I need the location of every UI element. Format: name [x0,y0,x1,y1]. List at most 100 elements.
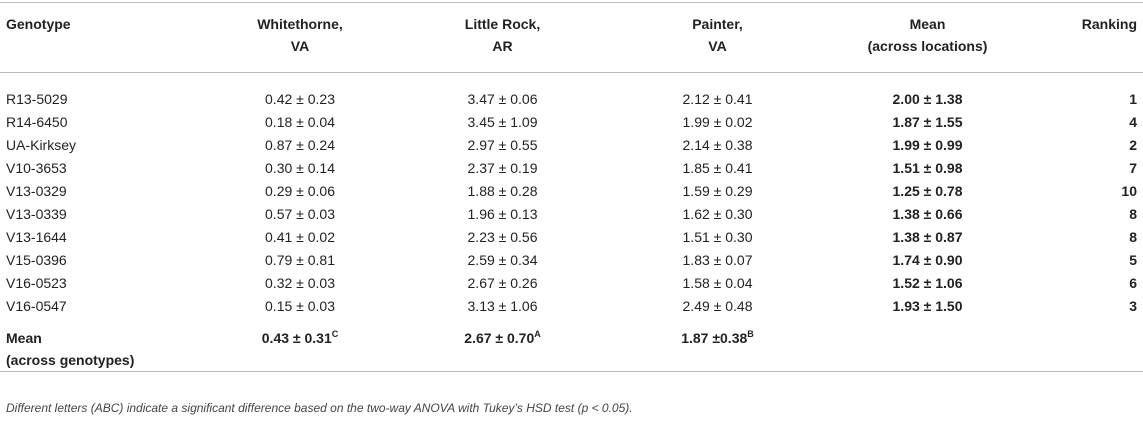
cell: 2.67 ± 0.26 [395,271,610,294]
cell: 3.45 ± 1.09 [395,110,610,133]
significance-letter: A [534,329,541,339]
cell-text: 2 [1129,136,1137,153]
data-row: R13-5029 0.42 ± 0.23 3.47 ± 0.06 2.12 ± 0.4… [0,73,1143,111]
cell: 1.52 ± 1.06 [825,271,1030,294]
header-row: Genotype Whitethorne, VA Little Rock, AR Pain… [0,2,1143,73]
cell-text: 3.45 ± 1.09 [467,113,538,130]
header-text: Painter, [692,16,743,32]
cell-text: 1.96 ± 0.13 [467,205,538,222]
cell-text: 2.37 ± 0.19 [467,159,538,176]
cell-text: 1 [1129,90,1137,107]
cell-text: V13-0339 [6,205,67,222]
cell: 8 [1030,225,1143,248]
cell: 1.74 ± 0.90 [825,248,1030,271]
cell-text: 1.38 ± 0.66 [892,205,963,222]
cell: 2.49 ± 0.48 [610,294,825,317]
data-row: UA-Kirksey 0.87 ± 0.24 2.97 ± 0.55 2.14 ± 0… [0,133,1143,156]
cell-text: Mean [6,330,42,346]
cell-text: 1.87 ± 1.55 [892,113,963,130]
cell-text: 2.00 ± 1.38 [892,90,963,107]
significance-letter: B [747,329,754,339]
cell [825,317,1030,372]
cell-text: 1.38 ± 0.87 [892,228,963,245]
cell-text: 2.12 ± 0.41 [682,90,753,107]
cell-text: 8 [1129,228,1137,245]
header-text: Mean [909,16,946,32]
cell-text: R14-6450 [6,113,68,130]
cell-text: 1.93 ± 1.50 [892,297,963,314]
cell: 5 [1030,248,1143,271]
cell: 1.59 ± 0.29 [610,179,825,202]
cell: V13-0339 [0,202,205,225]
cell: 2.97 ± 0.55 [395,133,610,156]
cell: 1.58 ± 0.04 [610,271,825,294]
cell-text: 1.51 ± 0.98 [892,159,963,176]
cell [1030,317,1143,372]
data-row: V13-0339 0.57 ± 0.03 1.96 ± 0.13 1.62 ± 0.3… [0,202,1143,225]
cell-text: 3.13 ± 1.06 [467,297,538,314]
cell-text: 0.41 ± 0.02 [265,228,335,245]
cell-text: 3 [1129,297,1137,314]
cell: 0.87 ± 0.24 [205,133,395,156]
header-text: Genotype [6,16,71,32]
cell: 4 [1030,110,1143,133]
cell: Mean (across genotypes) [0,317,205,372]
cell-text: 1.74 ± 0.90 [892,251,963,268]
cell-text: V16-0547 [6,297,67,314]
cell-text: 1.83 ± 0.07 [682,251,753,268]
cell-text: 2.97 ± 0.55 [467,136,538,153]
cell-text: V13-0329 [6,182,67,199]
data-row: V10-3653 0.30 ± 0.14 2.37 ± 0.19 1.85 ± 0.4… [0,156,1143,179]
cell: V16-0523 [0,271,205,294]
cell: V16-0547 [0,294,205,317]
cell: 0.57 ± 0.03 [205,202,395,225]
cell-text: 1.59 ± 0.29 [682,182,753,199]
header-text: VA [290,38,310,54]
cell: 8 [1030,202,1143,225]
cell: 1.85 ± 0.41 [610,156,825,179]
cell: 2.14 ± 0.38 [610,133,825,156]
data-row: V13-1644 0.41 ± 0.02 2.23 ± 0.56 1.51 ± 0.3… [0,225,1143,248]
cell-text: 1.87 ±0.38 [681,330,748,346]
data-row: V15-0396 0.79 ± 0.81 2.59 ± 0.34 1.83 ± 0.0… [0,248,1143,271]
cell-text: V13-1644 [6,228,67,245]
cell: 0.42 ± 0.23 [205,73,395,111]
cell-text: 1.25 ± 0.78 [892,182,963,199]
cell: 2.12 ± 0.41 [610,73,825,111]
cell-text: V15-0396 [6,251,67,268]
cell: V15-0396 [0,248,205,271]
cell-text: 0.32 ± 0.03 [265,274,335,291]
cell: 1.51 ± 0.30 [610,225,825,248]
cell-text: 1.88 ± 0.28 [467,182,538,199]
data-row: R14-6450 0.18 ± 0.04 3.45 ± 1.09 1.99 ± 0.0… [0,110,1143,133]
cell-text: 5 [1129,251,1137,268]
cell: 0.15 ± 0.03 [205,294,395,317]
cell-text: UA-Kirksey [6,136,77,153]
cell-text: 10 [1121,182,1137,199]
cell: 3.47 ± 0.06 [395,73,610,111]
cell: 2.00 ± 1.38 [825,73,1030,111]
cell-text: 8 [1129,205,1137,222]
cell-text: V10-3653 [6,159,67,176]
header-text: Whitethorne, [257,16,343,32]
cell-text: 0.87 ± 0.24 [265,136,335,153]
cell: 3.13 ± 1.06 [395,294,610,317]
header-cell: Genotype [0,3,205,73]
cell-text: 1.99 ± 0.02 [682,113,753,130]
cell-text: 2.67 ± 0.70 [464,330,535,346]
cell-text: (across genotypes) [6,352,135,368]
header-text: Little Rock, [464,16,541,32]
cell: 1.87 ±0.38B [610,317,825,372]
cell: V13-1644 [0,225,205,248]
cell-text: 2.49 ± 0.48 [682,297,753,314]
cell: UA-Kirksey [0,133,205,156]
data-row: V13-0329 0.29 ± 0.06 1.88 ± 0.28 1.59 ± 0.2… [0,179,1143,202]
header-cell: Mean (across locations) [825,3,1030,73]
cell-text: 1.51 ± 0.30 [682,228,753,245]
cell: 10 [1030,179,1143,202]
cell: 1.38 ± 0.87 [825,225,1030,248]
cell: 1.87 ± 1.55 [825,110,1030,133]
cell: V13-0329 [0,179,205,202]
cell: 1.99 ± 0.02 [610,110,825,133]
header-text: Ranking [1081,16,1137,32]
